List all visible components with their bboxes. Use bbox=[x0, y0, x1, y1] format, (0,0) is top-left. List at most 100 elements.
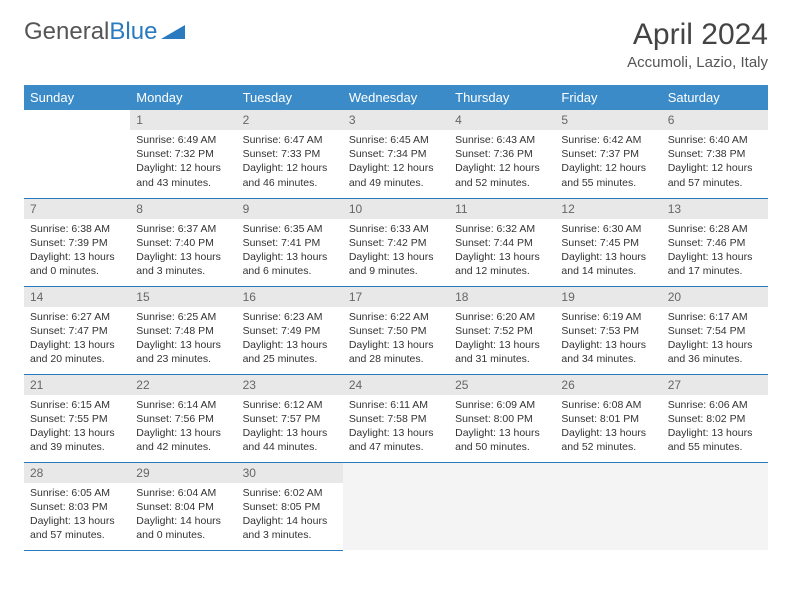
day-data: Sunrise: 6:27 AMSunset: 7:47 PMDaylight:… bbox=[24, 307, 130, 373]
day-number: 23 bbox=[237, 375, 343, 395]
calendar-day-cell: 13Sunrise: 6:28 AMSunset: 7:46 PMDayligh… bbox=[662, 198, 768, 286]
day-data: Sunrise: 6:25 AMSunset: 7:48 PMDaylight:… bbox=[130, 307, 236, 373]
day-number: 16 bbox=[237, 287, 343, 307]
sunset-text: Sunset: 7:44 PM bbox=[455, 236, 549, 250]
daylight-text: Daylight: 13 hours and 47 minutes. bbox=[349, 426, 443, 454]
calendar-day-cell: 12Sunrise: 6:30 AMSunset: 7:45 PMDayligh… bbox=[555, 198, 661, 286]
sunset-text: Sunset: 7:56 PM bbox=[136, 412, 230, 426]
day-number: 17 bbox=[343, 287, 449, 307]
sunset-text: Sunset: 7:36 PM bbox=[455, 147, 549, 161]
calendar-day-cell: 18Sunrise: 6:20 AMSunset: 7:52 PMDayligh… bbox=[449, 286, 555, 374]
daylight-text: Daylight: 12 hours and 49 minutes. bbox=[349, 161, 443, 189]
sunset-text: Sunset: 8:00 PM bbox=[455, 412, 549, 426]
day-data: Sunrise: 6:40 AMSunset: 7:38 PMDaylight:… bbox=[662, 130, 768, 196]
day-number: 26 bbox=[555, 375, 661, 395]
sunrise-text: Sunrise: 6:09 AM bbox=[455, 398, 549, 412]
calendar-body: 1Sunrise: 6:49 AMSunset: 7:32 PMDaylight… bbox=[24, 110, 768, 550]
calendar-day-cell: 30Sunrise: 6:02 AMSunset: 8:05 PMDayligh… bbox=[237, 462, 343, 550]
sunset-text: Sunset: 7:52 PM bbox=[455, 324, 549, 338]
sunset-text: Sunset: 8:05 PM bbox=[243, 500, 337, 514]
day-data: Sunrise: 6:28 AMSunset: 7:46 PMDaylight:… bbox=[662, 219, 768, 285]
day-number: 1 bbox=[130, 110, 236, 130]
daylight-text: Daylight: 13 hours and 36 minutes. bbox=[668, 338, 762, 366]
daylight-text: Daylight: 13 hours and 31 minutes. bbox=[455, 338, 549, 366]
sunset-text: Sunset: 7:32 PM bbox=[136, 147, 230, 161]
sunrise-text: Sunrise: 6:04 AM bbox=[136, 486, 230, 500]
sunrise-text: Sunrise: 6:37 AM bbox=[136, 222, 230, 236]
weekday-header: Friday bbox=[555, 85, 661, 110]
daylight-text: Daylight: 13 hours and 12 minutes. bbox=[455, 250, 549, 278]
calendar-day-cell: 10Sunrise: 6:33 AMSunset: 7:42 PMDayligh… bbox=[343, 198, 449, 286]
day-data: Sunrise: 6:42 AMSunset: 7:37 PMDaylight:… bbox=[555, 130, 661, 196]
sunrise-text: Sunrise: 6:22 AM bbox=[349, 310, 443, 324]
calendar-day-cell: 9Sunrise: 6:35 AMSunset: 7:41 PMDaylight… bbox=[237, 198, 343, 286]
day-data: Sunrise: 6:19 AMSunset: 7:53 PMDaylight:… bbox=[555, 307, 661, 373]
day-number: 24 bbox=[343, 375, 449, 395]
day-data: Sunrise: 6:30 AMSunset: 7:45 PMDaylight:… bbox=[555, 219, 661, 285]
calendar-day-cell: 6Sunrise: 6:40 AMSunset: 7:38 PMDaylight… bbox=[662, 110, 768, 198]
calendar-day-cell: 16Sunrise: 6:23 AMSunset: 7:49 PMDayligh… bbox=[237, 286, 343, 374]
daylight-text: Daylight: 13 hours and 28 minutes. bbox=[349, 338, 443, 366]
sunset-text: Sunset: 7:50 PM bbox=[349, 324, 443, 338]
sunrise-text: Sunrise: 6:32 AM bbox=[455, 222, 549, 236]
day-data: Sunrise: 6:17 AMSunset: 7:54 PMDaylight:… bbox=[662, 307, 768, 373]
weekday-header: Wednesday bbox=[343, 85, 449, 110]
day-number: 13 bbox=[662, 199, 768, 219]
daylight-text: Daylight: 13 hours and 57 minutes. bbox=[30, 514, 124, 542]
calendar-day-cell: 8Sunrise: 6:37 AMSunset: 7:40 PMDaylight… bbox=[130, 198, 236, 286]
calendar-week-row: 7Sunrise: 6:38 AMSunset: 7:39 PMDaylight… bbox=[24, 198, 768, 286]
sunset-text: Sunset: 7:57 PM bbox=[243, 412, 337, 426]
calendar-day-cell: 22Sunrise: 6:14 AMSunset: 7:56 PMDayligh… bbox=[130, 374, 236, 462]
sunset-text: Sunset: 7:45 PM bbox=[561, 236, 655, 250]
day-data: Sunrise: 6:09 AMSunset: 8:00 PMDaylight:… bbox=[449, 395, 555, 461]
day-number: 19 bbox=[555, 287, 661, 307]
sunrise-text: Sunrise: 6:38 AM bbox=[30, 222, 124, 236]
day-number: 10 bbox=[343, 199, 449, 219]
calendar-day-cell: 17Sunrise: 6:22 AMSunset: 7:50 PMDayligh… bbox=[343, 286, 449, 374]
day-number: 5 bbox=[555, 110, 661, 130]
day-data: Sunrise: 6:14 AMSunset: 7:56 PMDaylight:… bbox=[130, 395, 236, 461]
sunset-text: Sunset: 7:42 PM bbox=[349, 236, 443, 250]
day-number: 4 bbox=[449, 110, 555, 130]
day-number-empty bbox=[662, 463, 768, 483]
sunset-text: Sunset: 7:33 PM bbox=[243, 147, 337, 161]
daylight-text: Daylight: 13 hours and 50 minutes. bbox=[455, 426, 549, 454]
day-data: Sunrise: 6:43 AMSunset: 7:36 PMDaylight:… bbox=[449, 130, 555, 196]
day-data: Sunrise: 6:08 AMSunset: 8:01 PMDaylight:… bbox=[555, 395, 661, 461]
day-data: Sunrise: 6:22 AMSunset: 7:50 PMDaylight:… bbox=[343, 307, 449, 373]
daylight-text: Daylight: 13 hours and 9 minutes. bbox=[349, 250, 443, 278]
weekday-header: Tuesday bbox=[237, 85, 343, 110]
sunrise-text: Sunrise: 6:19 AM bbox=[561, 310, 655, 324]
day-number: 6 bbox=[662, 110, 768, 130]
sunset-text: Sunset: 7:55 PM bbox=[30, 412, 124, 426]
calendar-table: SundayMondayTuesdayWednesdayThursdayFrid… bbox=[24, 85, 768, 551]
day-number: 20 bbox=[662, 287, 768, 307]
calendar-day-cell: 2Sunrise: 6:47 AMSunset: 7:33 PMDaylight… bbox=[237, 110, 343, 198]
calendar-day-cell: 7Sunrise: 6:38 AMSunset: 7:39 PMDaylight… bbox=[24, 198, 130, 286]
calendar-day-cell: 14Sunrise: 6:27 AMSunset: 7:47 PMDayligh… bbox=[24, 286, 130, 374]
sunset-text: Sunset: 7:34 PM bbox=[349, 147, 443, 161]
daylight-text: Daylight: 12 hours and 52 minutes. bbox=[455, 161, 549, 189]
day-number: 12 bbox=[555, 199, 661, 219]
location-text: Accumoli, Lazio, Italy bbox=[627, 54, 768, 71]
calendar-week-row: 28Sunrise: 6:05 AMSunset: 8:03 PMDayligh… bbox=[24, 462, 768, 550]
sunrise-text: Sunrise: 6:23 AM bbox=[243, 310, 337, 324]
day-data: Sunrise: 6:33 AMSunset: 7:42 PMDaylight:… bbox=[343, 219, 449, 285]
day-number: 25 bbox=[449, 375, 555, 395]
sunrise-text: Sunrise: 6:45 AM bbox=[349, 133, 443, 147]
day-data: Sunrise: 6:15 AMSunset: 7:55 PMDaylight:… bbox=[24, 395, 130, 461]
sunrise-text: Sunrise: 6:02 AM bbox=[243, 486, 337, 500]
calendar-day-cell: 21Sunrise: 6:15 AMSunset: 7:55 PMDayligh… bbox=[24, 374, 130, 462]
weekday-header: Sunday bbox=[24, 85, 130, 110]
weekday-header: Monday bbox=[130, 85, 236, 110]
day-number-empty bbox=[449, 463, 555, 483]
sunset-text: Sunset: 7:38 PM bbox=[668, 147, 762, 161]
sunrise-text: Sunrise: 6:14 AM bbox=[136, 398, 230, 412]
calendar-day-cell: 15Sunrise: 6:25 AMSunset: 7:48 PMDayligh… bbox=[130, 286, 236, 374]
sunset-text: Sunset: 7:53 PM bbox=[561, 324, 655, 338]
calendar-week-row: 1Sunrise: 6:49 AMSunset: 7:32 PMDaylight… bbox=[24, 110, 768, 198]
calendar-day-cell: 19Sunrise: 6:19 AMSunset: 7:53 PMDayligh… bbox=[555, 286, 661, 374]
calendar-day-cell: 29Sunrise: 6:04 AMSunset: 8:04 PMDayligh… bbox=[130, 462, 236, 550]
sunrise-text: Sunrise: 6:05 AM bbox=[30, 486, 124, 500]
day-number: 9 bbox=[237, 199, 343, 219]
